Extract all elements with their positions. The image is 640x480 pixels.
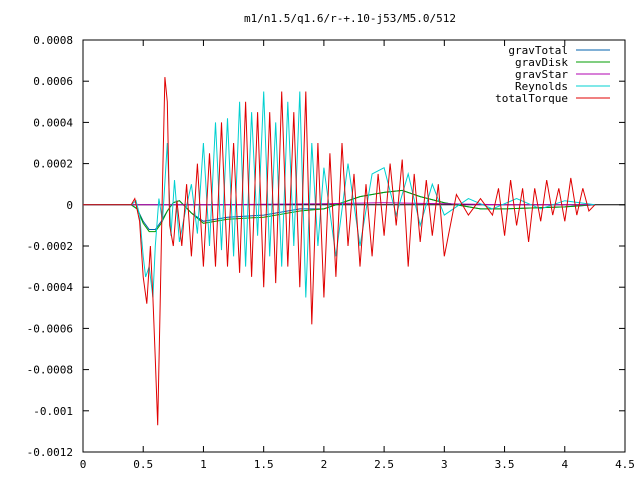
x-tick-label: 1 xyxy=(200,458,207,471)
y-tick-label: 0.0006 xyxy=(33,75,73,88)
legend-label-gravStar: gravStar xyxy=(515,68,568,81)
y-tick-label: 0 xyxy=(66,199,73,212)
x-tick-label: 4 xyxy=(561,458,568,471)
legend: gravTotalgravDiskgravStarReynoldstotalTo… xyxy=(495,44,610,105)
series-line-gravDisk xyxy=(83,189,595,233)
y-tick-label: -0.0004 xyxy=(27,281,74,294)
y-tick-label: -0.0006 xyxy=(27,322,73,335)
series-line-gravStar xyxy=(83,202,595,206)
x-tick-label: 3 xyxy=(441,458,448,471)
legend-label-totalTorque: totalTorque xyxy=(495,92,568,105)
x-tick-label: 3.5 xyxy=(495,458,515,471)
y-tick-label: -0.001 xyxy=(33,405,73,418)
y-tick-label: -0.0008 xyxy=(27,364,73,377)
chart-title: m1/n1.5/q1.6/r-+.10-j53/M5.0/512 xyxy=(244,12,456,25)
x-tick-label: 2 xyxy=(321,458,328,471)
y-tick-label: 0.0008 xyxy=(33,34,73,47)
x-tick-label: 2.5 xyxy=(374,458,394,471)
legend-label-gravDisk: gravDisk xyxy=(515,56,568,69)
x-tick-label: 4.5 xyxy=(615,458,635,471)
y-tick-label: -0.0002 xyxy=(27,240,73,253)
y-tick-label: 0.0004 xyxy=(33,116,73,129)
legend-label-Reynolds: Reynolds xyxy=(515,80,568,93)
y-tick-label: -0.0012 xyxy=(27,446,73,459)
x-tick-label: 0.5 xyxy=(133,458,153,471)
series-line-Reynolds xyxy=(83,91,595,298)
x-tick-label: 1.5 xyxy=(254,458,274,471)
legend-label-gravTotal: gravTotal xyxy=(508,44,568,57)
y-tick-label: 0.0002 xyxy=(33,158,73,171)
series-layer xyxy=(83,77,596,426)
series-line-totalTorque xyxy=(83,77,596,426)
x-tick-label: 0 xyxy=(80,458,87,471)
